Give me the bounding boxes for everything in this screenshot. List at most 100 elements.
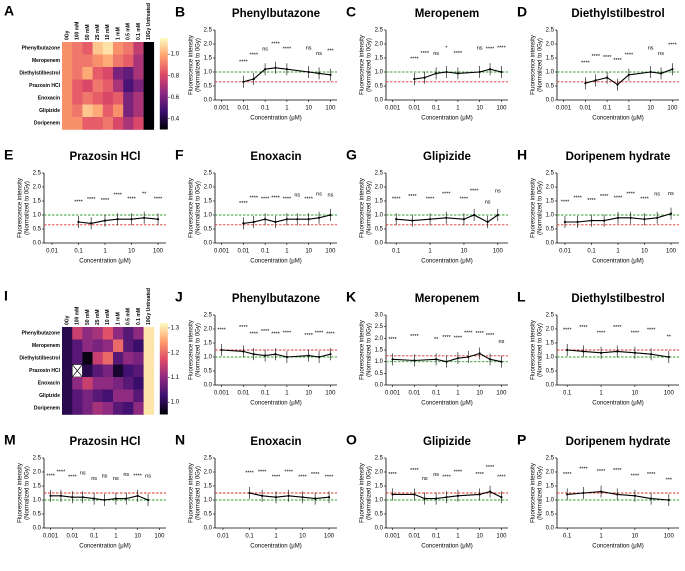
heat-cell — [123, 364, 134, 378]
significance-label: **** — [613, 58, 622, 64]
y-tick-label: 0.5 — [33, 227, 42, 233]
heat-cell — [62, 67, 73, 80]
x-tick-label: 0.01 — [408, 534, 420, 540]
mean-point — [307, 70, 310, 74]
significance-label: **** — [271, 195, 280, 201]
mean-point — [629, 216, 632, 219]
mean-point — [488, 358, 492, 361]
significance-label: **** — [408, 194, 417, 200]
x-axis-label: Concentration (μM) — [592, 259, 643, 265]
y-tick-label: 1.0 — [546, 213, 555, 219]
heat-cell — [82, 364, 93, 378]
panel-title: Diethylstilbestrol — [571, 293, 664, 305]
heat-cell — [133, 79, 144, 93]
mean-point — [220, 348, 223, 352]
significance-label: **** — [475, 472, 484, 478]
heat-cell — [62, 364, 73, 378]
mean-point — [659, 72, 663, 75]
y-tick-label: 1.5 — [546, 199, 555, 205]
heat-cell — [123, 104, 134, 118]
significance-label: **** — [249, 195, 258, 201]
mean-point — [285, 355, 288, 359]
heat-cell — [82, 54, 93, 68]
y-tick-label: 0.0 — [546, 241, 555, 247]
significance-label: **** — [311, 472, 320, 478]
y-axis-label: (Normalized to 0Gy) — [367, 323, 373, 377]
y-tick-label: 1.5 — [375, 56, 384, 62]
y-axis-label: (Normalized to 0Gy) — [196, 181, 202, 235]
x-tick-label: 1 — [599, 534, 603, 540]
colorbar-tick-label: 0.6 — [171, 95, 180, 101]
significance-label: ns — [433, 51, 439, 57]
significance-label: **** — [284, 469, 293, 475]
mean-point — [125, 497, 128, 500]
row-label: Meropenem — [32, 58, 61, 64]
mean-point — [456, 357, 459, 360]
y-tick-label: 0.0 — [546, 383, 555, 389]
y-tick-label: 0.0 — [33, 526, 42, 532]
heat-cell — [72, 339, 83, 353]
mean-point — [667, 498, 670, 502]
mean-point — [435, 358, 438, 361]
column-label: 0.5 mM — [126, 23, 132, 40]
mean-point — [435, 72, 438, 75]
y-tick-label: 2.0 — [375, 336, 384, 342]
significance-label: **** — [271, 332, 280, 338]
mean-point — [317, 355, 321, 359]
mean-line — [392, 352, 502, 363]
y-axis-label: Fluorescence intensity — [189, 463, 195, 523]
x-tick-label: 0.1 — [261, 249, 270, 255]
heat-cell — [72, 92, 83, 105]
x-tick-label: 100 — [325, 391, 336, 397]
mean-point — [456, 494, 459, 497]
significance-label: **** — [614, 195, 623, 201]
mean-point — [467, 355, 470, 359]
heat-cell — [123, 352, 134, 365]
heat-cell — [72, 79, 83, 93]
x-tick-label: 0.01 — [237, 106, 249, 112]
x-tick-label: 0.001 — [43, 534, 59, 540]
y-axis-label: (Normalized to 0Gy) — [538, 323, 544, 377]
mean-point — [116, 218, 119, 221]
colorbar-tick-label: 0.4 — [171, 116, 180, 122]
significance-label: **** — [486, 47, 495, 53]
heat-cell — [62, 54, 73, 68]
heat-cell — [133, 352, 144, 365]
mean-point — [566, 493, 569, 496]
x-tick-label: 0.01 — [237, 249, 249, 255]
heat-cell — [123, 42, 134, 55]
significance-label: ns — [91, 476, 97, 482]
significance-label: **** — [486, 465, 495, 471]
significance-label: ns — [648, 45, 654, 51]
heat-cell — [143, 79, 155, 93]
heat-cell — [92, 104, 104, 118]
heat-cell — [92, 54, 104, 68]
mean-line — [585, 68, 673, 86]
heat-cell — [102, 377, 114, 390]
heat-cell — [82, 67, 93, 80]
mean-point — [242, 350, 245, 353]
mean-point — [478, 70, 481, 74]
y-tick-label: 1.5 — [375, 199, 384, 205]
significance-label: ** — [667, 334, 672, 340]
heat-cell — [72, 42, 83, 55]
heat-cell — [133, 104, 144, 118]
y-tick-label: 1.5 — [546, 341, 555, 347]
mean-point — [314, 497, 317, 500]
y-tick-label: 0.0 — [546, 526, 555, 532]
heat-cell — [143, 104, 155, 118]
mean-point — [428, 218, 432, 221]
significance-label: ns — [328, 192, 334, 198]
heat-cell — [113, 364, 124, 378]
y-tick-label: 2.5 — [204, 171, 213, 177]
heat-cell — [113, 327, 124, 340]
heat-cell — [113, 54, 124, 68]
x-tick-label: 0.01 — [579, 106, 591, 112]
mean-point — [413, 77, 416, 81]
heat-cell — [92, 117, 104, 130]
heat-cell — [92, 339, 104, 353]
mean-point — [606, 76, 609, 79]
significance-label: **** — [283, 47, 292, 53]
mean-point — [423, 76, 426, 79]
mean-point — [462, 218, 466, 221]
